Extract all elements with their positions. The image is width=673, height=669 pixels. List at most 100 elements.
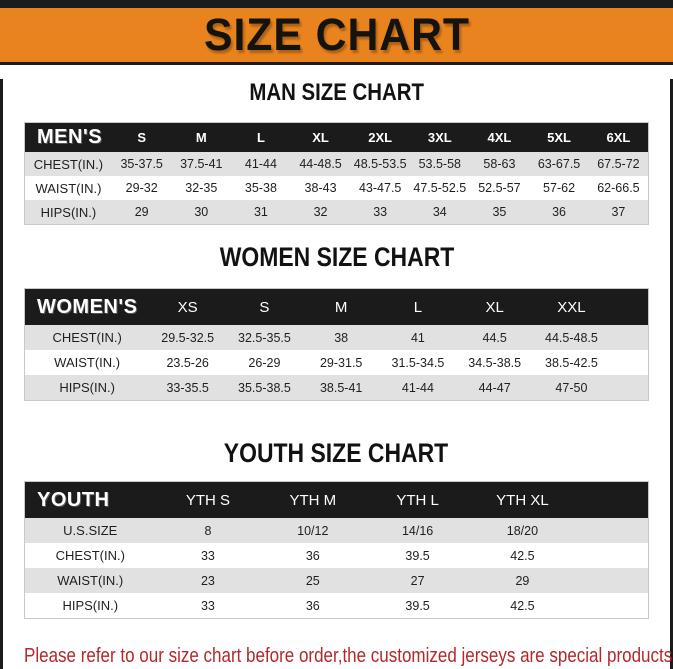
spacer-cell	[610, 350, 649, 375]
measurement-row: CHEST(IN.) 35-37.5 37.5-41 41-44 44-48.5 48.5…	[24, 152, 649, 176]
measurement-value: 38.5-41	[319, 380, 363, 395]
women-size-table: WOMEN'S XS S M L XL XXL CHEST(IN.) 29.5-32.5 32.5…	[24, 288, 649, 401]
size-header-row: WOMEN'S XS S M L XL XXL	[24, 288, 649, 325]
measurement-value: 36	[305, 598, 320, 613]
measurement-value: 30	[194, 205, 209, 219]
measurement-label: HIPS(IN.)	[59, 380, 115, 395]
measurement-value: 41	[410, 330, 425, 345]
measurement-value: 25	[305, 573, 320, 588]
measurement-row: WAIST(IN.) 29-32 32-35 35-38 38-43 43-47.5 47.…	[24, 176, 649, 200]
spacer-cell	[575, 482, 649, 519]
measurement-value: 34	[432, 205, 447, 219]
size-header-row: YOUTH YTH S YTH M YTH L YTH XL	[24, 481, 649, 519]
size-column-header: XS	[177, 298, 198, 316]
spacer-cell	[575, 518, 649, 543]
women-section-heading-text: WOMEN SIZE CHART	[219, 242, 454, 272]
measurement-value: 44-47	[478, 380, 511, 395]
size-column-header: YTH XL	[496, 491, 549, 509]
measurement-value: 37.5-41	[180, 157, 223, 171]
measurement-value: 48.5-53.5	[353, 157, 407, 171]
measurement-value: 39.5	[405, 598, 430, 613]
top-frame-bar	[0, 0, 673, 8]
size-column-header: M	[334, 298, 348, 316]
measurement-value: 42.5	[510, 548, 535, 563]
measurement-value: 47.5-52.5	[413, 181, 467, 195]
measurement-value: 63-67.5	[537, 157, 581, 171]
measurement-value: 23	[200, 573, 215, 588]
measurement-label: WAIST(IN.)	[57, 573, 124, 588]
spacer-cell	[575, 593, 649, 619]
measurement-value: 14/16	[401, 523, 434, 538]
measurement-value: 26-29	[248, 355, 281, 370]
measurement-value: 29	[134, 205, 149, 219]
men-section-heading: MAN SIZE CHART	[24, 79, 649, 107]
measurement-value: 10/12	[297, 523, 329, 538]
measurement-label: U.S.SIZE	[63, 523, 118, 538]
measurement-label: CHEST(IN.)	[33, 156, 104, 172]
size-column-header: S	[259, 298, 270, 316]
measurement-row: CHEST(IN.) 33 36 39.5 42.5	[24, 543, 649, 568]
measurement-value: 57-62	[543, 181, 576, 195]
measurement-value: 34.5-38.5	[468, 355, 522, 370]
measurement-value: 44-48.5	[299, 157, 342, 171]
measurement-value: 41-44	[244, 157, 277, 171]
measurement-row: U.S.SIZE 8 10/12 14/16 18/20	[24, 518, 649, 543]
size-column-header: M	[195, 130, 207, 145]
measurement-value: 41-44	[401, 380, 434, 395]
measurement-value: 35	[492, 205, 507, 219]
measurement-value: 27	[410, 573, 425, 588]
youth-section-heading: YOUTH SIZE CHART	[24, 438, 649, 469]
banner-title: SIZE CHART	[203, 9, 470, 60]
size-column-header: 6XL	[606, 130, 631, 145]
measurement-label: CHEST(IN.)	[55, 548, 125, 563]
men-size-table: MEN'S S M L XL 2XL 3XL 4XL 5XL 6XL CHEST(IN.) 35-37…	[24, 122, 649, 225]
measurement-label: HIPS(IN.)	[40, 204, 97, 220]
men-section-heading-text: MAN SIZE CHART	[249, 79, 424, 106]
size-column-header: L	[256, 130, 265, 145]
measurement-value: 58-63	[483, 157, 516, 171]
size-column-header: S	[137, 130, 146, 145]
disclaimer-note: Please refer to our size chart before or…	[24, 644, 673, 669]
banner: SIZE CHART	[0, 8, 673, 65]
size-column-header: YTH M	[289, 491, 337, 509]
size-column-header: 3XL	[427, 130, 452, 145]
measurement-value: 52.5-57	[478, 181, 521, 195]
measurement-value: 29.5-32.5	[161, 330, 215, 345]
measurement-label: WAIST(IN.)	[54, 355, 121, 370]
measurement-value: 44.5	[482, 330, 507, 345]
measurement-value: 29	[515, 573, 530, 588]
size-column-header: XL	[312, 130, 329, 145]
measurement-value: 37	[611, 205, 626, 219]
measurement-value: 31.5-34.5	[391, 355, 445, 370]
size-column-header: 4XL	[487, 130, 512, 145]
measurement-value: 38	[334, 330, 349, 345]
measurement-value: 31	[253, 205, 268, 219]
spacer-cell	[575, 543, 649, 568]
measurement-value: 67.5-72	[597, 157, 640, 171]
measurement-row: CHEST(IN.) 29.5-32.5 32.5-35.5 38 41 44.5 44.5…	[24, 325, 649, 350]
measurement-value: 18/20	[506, 523, 539, 538]
youth-size-table: YOUTH YTH S YTH M YTH L YTH XL U.S.SIZE 8 10/12…	[24, 481, 649, 619]
measurement-value: 35-37.5	[120, 157, 163, 171]
measurement-value: 47-50	[555, 380, 588, 395]
measurement-value: 33-35.5	[166, 380, 209, 395]
size-column-header: YTH L	[396, 491, 439, 509]
measurement-row: HIPS(IN.) 29 30 31 32 33 34 35 36 37	[24, 200, 649, 225]
table-corner-label: WOMEN'S	[37, 295, 138, 318]
measurement-value: 33	[373, 205, 388, 219]
measurement-value: 35-38	[244, 181, 277, 195]
measurement-value: 36	[552, 205, 566, 219]
measurement-row: WAIST(IN.) 23.5-26 26-29 29-31.5 31.5-34.5 34…	[24, 350, 649, 375]
measurement-value: 32	[313, 205, 328, 219]
size-column-header: 2XL	[368, 130, 393, 145]
measurement-label: HIPS(IN.)	[62, 598, 119, 613]
measurement-value: 33	[200, 598, 215, 613]
measurement-value: 42.5	[510, 598, 535, 613]
content-area: MAN SIZE CHART MEN'S S M L XL 2XL 3XL 4XL 5XL 6XL…	[0, 79, 673, 669]
measurement-value: 23.5-26	[166, 355, 209, 370]
measurement-value: 33	[200, 548, 215, 563]
size-column-header: 5XL	[547, 130, 571, 145]
measurement-value: 62-66.5	[597, 181, 640, 195]
measurement-row: HIPS(IN.) 33 36 39.5 42.5	[24, 593, 649, 619]
measurement-value: 29-32	[125, 181, 158, 195]
